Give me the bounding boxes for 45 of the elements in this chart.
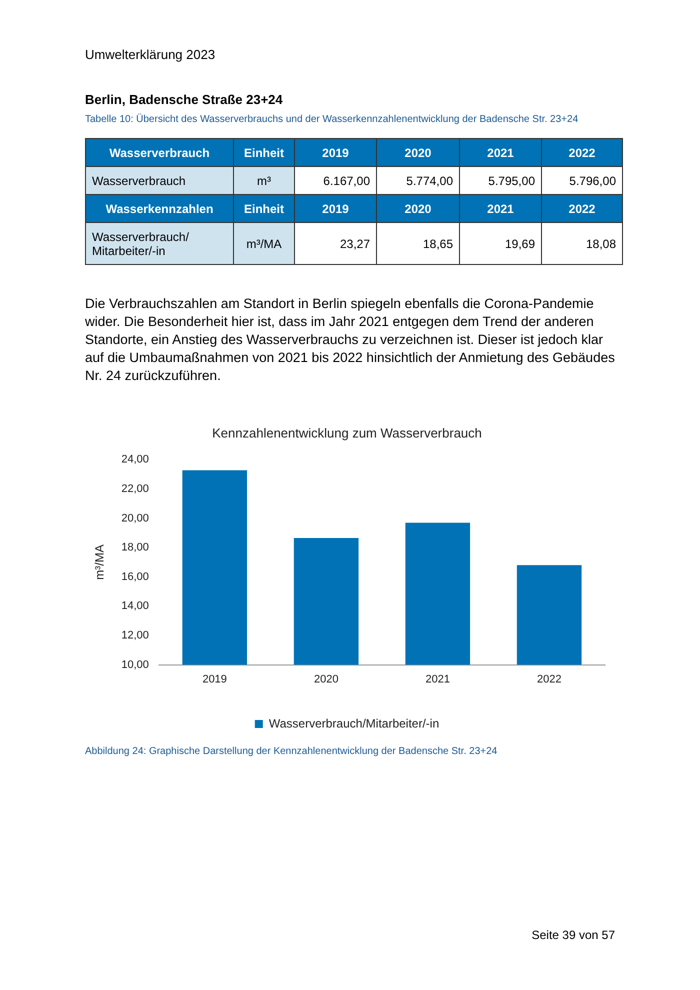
text: 2019 <box>294 138 376 166</box>
y-tick-label: 24,00 <box>121 454 149 466</box>
text: Seite 39 von 57 <box>532 928 615 942</box>
text: Die Verbrauchszahlen am Standort in Berlin spiegeln ebenfalls die Corona-Pandemie wider. Die Besonderheit hier ist, dass im Jahr 2021 entgegen dem Trend der anderen Standorte, ein Anstieg des Wasserverbrauchs zu verzeichnen ist. Dieser ist jedoch klar auf die Umbaumaßnahmen von 2021 bis 2022 hinsichtlich der Anmietung des Gebäudes Nr. 24 zurückzuführen. <box>85 295 615 385</box>
text: 18,08 <box>542 222 622 264</box>
text: Wasserkennzahlen <box>86 194 234 222</box>
text: 2021 <box>460 138 542 166</box>
text: Abbildung 24: Graphische Darstellung der Kennzahlenentwicklung der Badensche Str. 23+24 <box>85 746 498 757</box>
y-tick-label: 12,00 <box>121 630 149 642</box>
text: 2022 <box>542 194 622 222</box>
x-tick-label: 2020 <box>314 673 338 686</box>
text: 5.795,00 <box>460 166 542 194</box>
text: Berlin, Badensche Straße 23+24 <box>85 92 283 107</box>
text: Tabelle 10: Übersicht des Wasserverbrauchs und der Wasserkennzahlenentwicklung der Badensche Str. 23+24 <box>85 114 578 125</box>
text: 6.167,00 <box>294 166 376 194</box>
x-tick-label: 2021 <box>425 673 450 686</box>
x-tick-label: 2022 <box>537 673 562 686</box>
y-tick-label: 14,00 <box>121 600 149 612</box>
y-tick-label: 18,00 <box>121 542 149 554</box>
text: Umwelterklärung 2023 <box>85 47 216 62</box>
text: 2020 <box>376 138 460 166</box>
text: Wasserverbrauch/ Mitarbeiter/-in <box>86 222 234 264</box>
y-tick-label: 22,00 <box>121 482 149 495</box>
text: 2019 <box>294 194 376 222</box>
text: Einheit <box>234 194 294 222</box>
chart-title: Kennzahlenentwicklung zum Wasserverbrauch <box>212 425 482 440</box>
text: 2021 <box>460 194 542 222</box>
text: 2020 <box>376 194 460 222</box>
text: 2022 <box>542 138 622 166</box>
text: 23,27 <box>294 222 376 264</box>
y-axis-title: m³/MA <box>92 544 107 580</box>
text: m³/MA <box>234 222 294 264</box>
text: m³ <box>234 166 294 194</box>
text: Wasserverbrauch <box>86 138 234 166</box>
legend-label: Wasserverbrauch/Mitarbeiter/-in <box>268 716 440 730</box>
y-tick-label: 16,00 <box>121 570 149 583</box>
text: 5.774,00 <box>376 166 460 194</box>
y-tick-label: 20,00 <box>121 512 149 524</box>
text: 19,69 <box>460 222 542 264</box>
y-tick-label: 10,00 <box>121 658 149 671</box>
text: 5.796,00 <box>542 166 622 194</box>
text: Wasserverbrauch <box>86 166 234 194</box>
text: Einheit <box>234 138 294 166</box>
text: 18,65 <box>376 222 460 264</box>
x-tick-label: 2019 <box>202 673 227 686</box>
